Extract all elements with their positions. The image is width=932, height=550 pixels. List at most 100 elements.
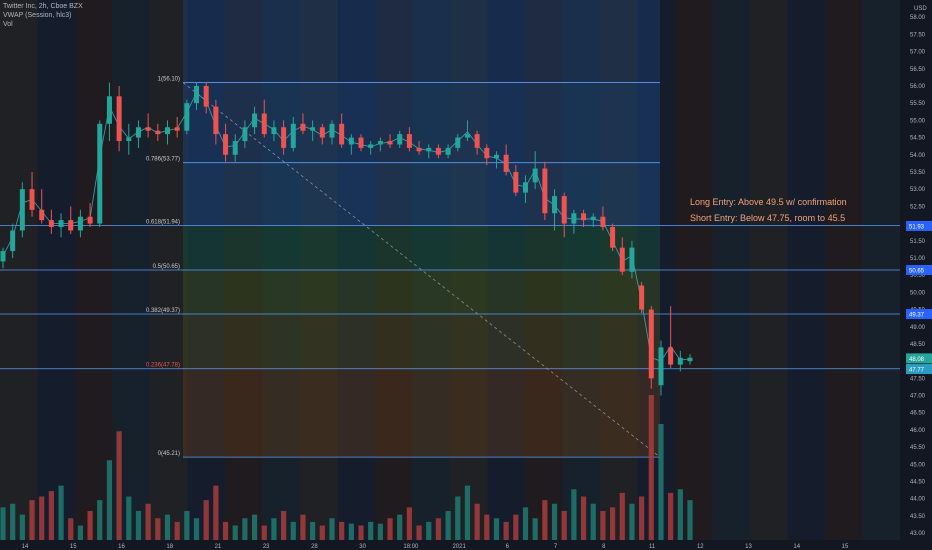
time-axis: 14 15 16 18 21 23 28 30 18:00 2021 6 7 8 11 12 13 14 15 (0, 540, 932, 550)
volume-bar (368, 521, 374, 540)
candle-body (300, 123, 306, 131)
volume-bar (387, 518, 393, 540)
volume-bar (0, 507, 6, 540)
price-tick-label: 58.00 (910, 15, 926, 21)
time-tick-label: 12 (697, 544, 704, 550)
volume-bar (58, 485, 64, 540)
candle-body (339, 123, 345, 145)
candle-body (252, 113, 258, 128)
price-tick-label: 50.00 (910, 290, 926, 296)
time-tick-label: 18 (166, 544, 173, 550)
volume-bar (126, 496, 132, 540)
volume-bar (155, 518, 161, 540)
candle-body (39, 209, 45, 221)
volume-bar (561, 511, 567, 540)
fib-level-label: 0(45.21) (158, 451, 180, 457)
time-tick-label: 21 (215, 544, 222, 550)
price-tick-label: 54.00 (910, 153, 926, 159)
time-tick-label: 16 (118, 544, 125, 550)
candle-body (203, 85, 209, 107)
candle-body (68, 220, 74, 231)
volume-bar (377, 523, 383, 540)
candle-body (271, 127, 277, 135)
volume-bar (532, 518, 538, 540)
price-tick-label: 57.50 (910, 32, 926, 38)
volume-bar (397, 514, 403, 540)
volume-bar (542, 500, 548, 540)
volume-legend: Vol (3, 21, 13, 28)
candle-body (213, 106, 219, 135)
candle-body (290, 123, 296, 148)
candle-body (242, 127, 248, 142)
candle-body (542, 168, 548, 214)
volume-bar (203, 500, 209, 540)
price-badge (906, 265, 932, 275)
volume-bar (416, 525, 422, 540)
candle-body (619, 247, 625, 272)
fib-level-label: 0.236(47.78) (146, 363, 180, 369)
volume-bar (184, 511, 190, 540)
candle-body (77, 216, 83, 231)
volume-bar (687, 500, 693, 540)
candle-body (10, 230, 16, 252)
volume-bar (474, 503, 480, 540)
price-tick-label: 56.00 (910, 84, 926, 90)
price-tick-label: 43.00 (910, 531, 926, 537)
volume-bar (503, 521, 509, 540)
fib-level-label: 0.5(50.65) (153, 264, 180, 270)
volume-bar (213, 485, 219, 540)
candle-body (232, 141, 238, 155)
time-tick-label: 23 (263, 544, 270, 550)
time-tick-label: 7 (554, 544, 558, 550)
price-badge-label: 50.65 (909, 269, 925, 275)
candle-body (552, 196, 558, 214)
volume-bar (251, 514, 258, 540)
candle-body (0, 251, 6, 262)
volume-bar (455, 496, 461, 540)
price-badge-label: 48.08 (909, 357, 925, 363)
volume-bar (116, 431, 122, 540)
candle-body (406, 134, 412, 148)
fib-zone (183, 368, 660, 458)
candle-body (348, 137, 354, 145)
volume-bar (290, 521, 296, 540)
fib-zone (183, 270, 660, 315)
candle-body (281, 127, 287, 148)
price-tick-label: 46.50 (910, 411, 926, 417)
volume-bar (48, 491, 54, 540)
price-badge-label: 47.77 (909, 368, 925, 374)
candle-body (513, 171, 519, 193)
price-tick-label: 47.50 (910, 376, 926, 382)
price-tick-label: 55.50 (910, 101, 926, 107)
price-tick-label: 50.50 (910, 273, 926, 279)
volume-bar (435, 518, 442, 540)
candle-body (658, 347, 664, 386)
candle-body (610, 227, 616, 248)
volume-bar (310, 521, 316, 540)
candle-body (445, 147, 451, 155)
volume-bar (29, 500, 35, 540)
volume-bar (571, 489, 577, 540)
volume-bar (668, 492, 674, 540)
fib-zone-upper (183, 0, 660, 83)
time-tick-label: 28 (311, 544, 318, 550)
candle-body (174, 127, 180, 131)
fib-level-label: 0.786(53.77) (146, 157, 180, 163)
time-tick-label: 18:00 (403, 544, 419, 550)
candle-body (435, 147, 441, 155)
candle-body (571, 213, 577, 224)
volume-bar (639, 496, 645, 540)
volume-bar (522, 507, 529, 540)
candle-body (581, 213, 587, 221)
price-tick-label: 54.50 (910, 136, 926, 142)
candle-body (523, 182, 529, 193)
vwap-legend: VWAP (Session, hlc3) (3, 12, 72, 19)
volume-bar (164, 514, 171, 540)
price-tick-label: 44.00 (910, 497, 926, 503)
candle-body (58, 220, 64, 228)
time-tick-label: 14 (22, 544, 29, 550)
time-tick-label: 30 (359, 544, 366, 550)
price-tick-label: 46.00 (910, 428, 926, 434)
price-tick-label: 53.00 (910, 187, 926, 193)
